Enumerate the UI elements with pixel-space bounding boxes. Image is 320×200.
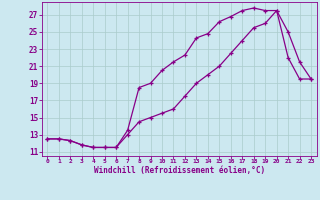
X-axis label: Windchill (Refroidissement éolien,°C): Windchill (Refroidissement éolien,°C) — [94, 166, 265, 175]
